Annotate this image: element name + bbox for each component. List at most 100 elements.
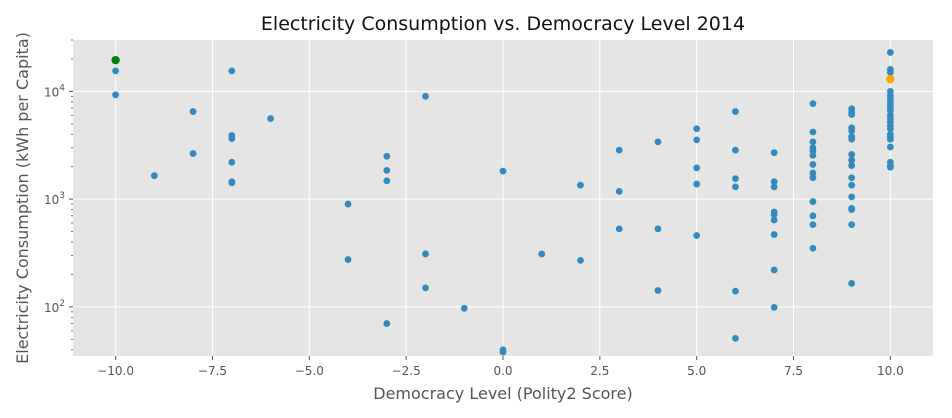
data-point — [848, 193, 856, 201]
x-tick-label: −10.0 — [97, 364, 134, 378]
data-point — [732, 183, 739, 191]
data-point — [615, 225, 623, 233]
data-point — [654, 225, 662, 233]
data-points — [111, 49, 895, 356]
data-point — [886, 163, 894, 171]
data-point — [693, 136, 701, 144]
data-point — [809, 244, 817, 252]
data-point — [848, 127, 856, 135]
x-tick-label: −5.0 — [295, 364, 324, 378]
data-point — [770, 303, 778, 311]
data-point — [809, 100, 817, 108]
data-point — [848, 151, 856, 158]
data-point — [228, 135, 236, 142]
data-point — [693, 164, 701, 172]
data-point — [809, 221, 817, 229]
data-point — [732, 108, 739, 115]
x-tick-label: −2.5 — [392, 364, 421, 378]
data-point — [886, 125, 894, 133]
data-point — [615, 146, 623, 154]
data-point — [732, 287, 739, 295]
x-tick-label: −7.5 — [198, 364, 227, 378]
data-point — [383, 320, 391, 327]
x-tick-label: 2.5 — [590, 364, 609, 378]
y-tick-label: 104 — [44, 83, 65, 99]
data-point — [809, 151, 817, 159]
data-point — [770, 211, 778, 218]
minor-ticks — [71, 39, 73, 351]
x-axis-ticks: −10.0 −7.5 −5.0 −2.5 0.0 2.5 5.0 7.5 10.0 — [97, 356, 904, 378]
data-point — [577, 181, 584, 189]
data-point — [809, 138, 817, 146]
data-point — [654, 287, 662, 294]
data-point — [886, 49, 894, 56]
data-point — [422, 284, 429, 292]
data-point — [886, 74, 895, 84]
data-point — [499, 348, 507, 356]
data-point — [383, 166, 391, 174]
data-point — [422, 250, 429, 258]
data-point — [886, 135, 894, 143]
data-point — [577, 257, 584, 264]
y-axis-label: Electricity Consumption (kWh per Capita) — [13, 32, 32, 364]
x-tick-label: 0.0 — [493, 364, 512, 378]
data-point — [228, 179, 236, 187]
data-point — [693, 125, 701, 133]
y-tick-label: 102 — [44, 299, 65, 315]
data-point — [344, 200, 352, 208]
data-point — [770, 178, 778, 186]
data-point — [886, 69, 894, 76]
data-point — [383, 177, 391, 185]
data-point — [150, 172, 158, 180]
data-point — [848, 206, 856, 213]
data-point — [112, 67, 120, 75]
data-point — [383, 152, 391, 160]
data-point — [809, 212, 817, 220]
y-axis-ticks: 102 103 104 — [44, 83, 73, 315]
data-point — [189, 108, 197, 115]
data-point — [112, 91, 120, 99]
x-axis-label: Democracy Level (Polity2 Score) — [373, 384, 632, 403]
data-point — [770, 266, 778, 274]
data-point — [809, 161, 817, 168]
data-point — [848, 181, 856, 189]
data-point — [809, 169, 817, 177]
data-point — [848, 156, 856, 164]
data-point — [267, 115, 274, 122]
data-point — [809, 198, 817, 205]
data-point — [615, 187, 623, 195]
data-point — [189, 150, 197, 157]
data-point — [848, 162, 856, 169]
data-point — [848, 111, 856, 118]
data-point — [809, 128, 817, 136]
data-point — [693, 232, 701, 239]
x-tick-label: 10.0 — [877, 364, 904, 378]
data-point — [809, 174, 817, 182]
data-point — [654, 138, 662, 146]
data-point — [460, 304, 468, 312]
x-tick-label: 5.0 — [687, 364, 706, 378]
data-point — [538, 250, 546, 258]
y-tick-label: 103 — [44, 191, 65, 207]
data-point — [499, 167, 507, 175]
data-point — [848, 135, 856, 143]
data-point — [848, 280, 856, 287]
data-point — [111, 55, 120, 65]
data-point — [732, 175, 739, 183]
data-point — [848, 221, 856, 229]
data-point — [770, 149, 778, 157]
data-point — [732, 334, 739, 342]
chart-title: Electricity Consumption vs. Democracy Le… — [261, 13, 745, 35]
data-point — [770, 231, 778, 238]
data-point — [344, 256, 352, 263]
data-point — [848, 174, 856, 182]
data-point — [770, 183, 778, 191]
data-point — [422, 92, 429, 100]
data-point — [886, 143, 894, 151]
data-point — [228, 67, 236, 75]
data-point — [693, 180, 701, 188]
x-tick-label: 7.5 — [784, 364, 803, 378]
data-point — [228, 158, 236, 166]
data-point — [732, 146, 739, 154]
